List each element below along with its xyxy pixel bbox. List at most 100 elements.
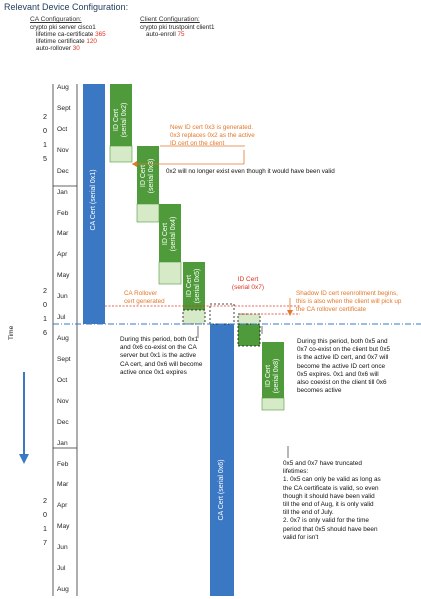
year-digit: 5	[43, 154, 47, 163]
year-digit: 2	[43, 112, 47, 121]
month-label: Apr	[57, 251, 68, 259]
month-label: May	[57, 523, 70, 531]
id-cert-0x8-label: ID Cert (serial 0x8)	[265, 359, 281, 394]
shadow-line: the CA rollover certificate	[296, 306, 366, 313]
ca-cert-0x6-overlap	[209, 303, 235, 325]
year-digit: 1	[43, 140, 47, 149]
ca-rollover-note: CA Rollover cert generated	[124, 290, 165, 306]
ca_config-line: auto-rollover 30	[30, 45, 106, 52]
ca_config-line-value: 30	[72, 45, 80, 52]
period2-note: During this period, both 0x5 and 0x7 co-…	[297, 338, 391, 395]
month-label: Nov	[57, 397, 69, 405]
id-cert-0x3-text: ID Cert (serial 0x3)	[140, 158, 155, 194]
ca-cert-0x1-label: CA Cert (serial 0x1)	[90, 169, 97, 231]
ca_config-line: lifetime ca-certificate 365	[30, 31, 106, 38]
id-cert-0x4-text: ID Cert (serial 0x4)	[162, 216, 177, 252]
month-label: Feb	[57, 209, 69, 217]
id-cert-0x2-bar	[110, 84, 132, 146]
month-label: Feb	[57, 460, 69, 468]
ca-cert-0x6-label: CA Cert (serial 0x6)	[218, 459, 225, 521]
month-label: Sept	[57, 355, 71, 363]
new_id_cert-line: New ID cert 0x3 is generated.	[170, 124, 253, 131]
ca_config-line-text: auto-rollover	[36, 45, 73, 52]
month-label: Aug	[57, 84, 69, 91]
month-label: Sept	[57, 104, 71, 112]
id-cert-0x5-tail	[182, 309, 206, 325]
ca_config-line-value: 365	[95, 31, 106, 38]
month-label: May	[57, 272, 70, 280]
id-cert-0x3-bar	[137, 146, 159, 204]
client_config-line: auto-enroll 75	[140, 31, 215, 38]
client-config-lines: crypto pki trustpoint client1 auto-enroll…	[140, 24, 215, 38]
ca_rollover-line: CA Rollover	[124, 290, 158, 297]
ca_rollover-line: cert generated	[124, 298, 165, 305]
new_id_cert-line: ID cert on the client	[170, 140, 225, 147]
ca-rollover-lines: CA Rollover cert generated	[124, 290, 165, 306]
time-arrow-head	[19, 454, 29, 464]
ca_config-line-value: 120	[86, 38, 97, 45]
ox2-arrowhead	[132, 161, 137, 167]
ca_config-line: lifetime certificate 120	[30, 38, 106, 45]
ox2-no-longer-note: 0x2 will no longer exist even though it …	[166, 168, 335, 175]
month-label: Jan	[57, 439, 68, 447]
year-digit: 6	[43, 328, 47, 337]
id-cert-0x4-label: ID Cert (serial 0x4)	[162, 217, 178, 252]
period1-note: During this period, both 0x1 and 0x6 co-…	[120, 336, 203, 376]
id-cert-0x2-label: ID Cert (serial 0x2)	[113, 103, 129, 138]
id-cert-0x2-unused	[109, 145, 133, 163]
month-label: Oct	[57, 376, 68, 384]
id-cert-0x3-renew	[136, 203, 160, 223]
client_config-line: crypto pki trustpoint client1	[140, 24, 215, 31]
id-cert-0x3-label: ID Cert (serial 0x3)	[140, 159, 156, 194]
new-id-cert-note: New ID cert 0x3 is generated. 0x3 replace…	[170, 124, 255, 148]
shadow-note: Shadow ID cert reenrollment begins, this …	[296, 290, 401, 314]
shadow-line: Shadow ID cert reenrollment begins,	[296, 290, 398, 297]
id-cert-0x4-renew	[158, 261, 182, 285]
id-cert-0x4-bar	[159, 204, 181, 262]
month-label: Oct	[57, 125, 68, 133]
id-cert-0x7-text: ID Cert (serial 0x7)	[231, 276, 265, 291]
truncated-line: 2. 0x7 is only valid for the time period…	[283, 517, 378, 541]
month-label: Jun	[57, 293, 68, 301]
truncated-line: 0x5 and 0x7 have truncated lifetimes:	[283, 460, 362, 476]
ca-cert-0x1-bar	[83, 84, 105, 324]
id-cert-0x7-bar	[237, 323, 261, 347]
id-cert-0x7-label: ID Cert (serial 0x7)	[224, 276, 272, 292]
ca-config-block: CA Configuration: crypto pki server cisc…	[30, 16, 106, 52]
year-digit: 2	[43, 286, 47, 295]
year-digit: 1	[43, 524, 47, 533]
ca_config-line: crypto pki server cisco1	[30, 24, 106, 31]
month-label: Nov	[57, 146, 69, 154]
ca_config-line-text: crypto pki server cisco1	[30, 24, 96, 31]
year-digit: 0	[43, 126, 47, 135]
new-id-cert-lines: New ID cert 0x3 is generated. 0x3 replace…	[170, 124, 255, 148]
id-cert-0x2-text: ID Cert (serial 0x2)	[113, 102, 128, 138]
year-digit: 0	[43, 300, 47, 309]
year-digit: 2	[43, 496, 47, 505]
month-label: Aug	[57, 586, 69, 593]
month-label: Jul	[57, 314, 66, 322]
shadow-arrowhead	[287, 310, 293, 316]
id-cert-0x8-renew	[261, 397, 285, 411]
month-label: Mar	[57, 481, 69, 489]
truncated-note: 0x5 and 0x7 have truncated lifetimes: 1. …	[283, 460, 381, 542]
month-label: Jul	[57, 565, 66, 573]
ca_config-line-text: lifetime certificate	[36, 38, 87, 45]
id-cert-0x5-text: ID Cert (serial 0x5)	[186, 268, 201, 304]
client_config-line-text: auto-enroll	[146, 31, 178, 38]
year-digit: 7	[43, 538, 47, 547]
id-cert-0x8-text: ID Cert (serial 0x8)	[265, 358, 280, 394]
month-label: Dec	[57, 418, 69, 426]
year-digit: 0	[43, 510, 47, 519]
ca-cert-0x6-bar	[210, 314, 234, 596]
shadow-line: this is also when the client will pick u…	[296, 298, 402, 305]
month-label: Dec	[57, 167, 69, 175]
month-label: Jun	[57, 544, 68, 552]
ca_config-line-text: lifetime ca-certificate	[36, 31, 96, 38]
month-label: Apr	[57, 502, 68, 510]
id-cert-0x5-label: ID Cert (serial 0x5)	[186, 269, 202, 304]
month-label: Jan	[57, 188, 68, 196]
client-config-block: Client Configuration: crypto pki trustpo…	[140, 16, 215, 38]
truncated-line: 1. 0x5 can only be valid as long as the …	[283, 476, 381, 517]
truncated-lines: 0x5 and 0x7 have truncated lifetimes: 1. …	[283, 460, 381, 542]
